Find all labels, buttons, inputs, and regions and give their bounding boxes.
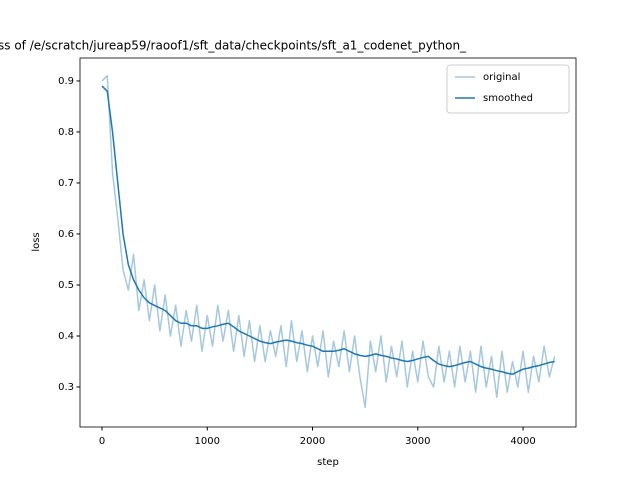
chart-title: ss of /e/scratch/jureap59/raoof1/sft_dat… [0, 39, 467, 53]
y-tick-label: 0.3 [58, 382, 74, 393]
y-tick-label: 0.5 [58, 280, 74, 291]
y-tick-label: 0.9 [58, 76, 74, 87]
y-tick-label: 0.8 [58, 127, 74, 138]
x-axis-label: step [317, 457, 339, 468]
legend-label: smoothed [483, 93, 533, 104]
x-tick-label: 0 [99, 436, 105, 447]
x-tick-label: 2000 [300, 436, 325, 447]
axes-frame [79, 57, 577, 428]
x-tick-label: 4000 [510, 436, 535, 447]
y-tick-label: 0.7 [58, 178, 74, 189]
y-axis-label: loss [31, 232, 42, 251]
y-tick-label: 0.6 [58, 229, 74, 240]
legend-box [446, 64, 570, 114]
legend-label: original [483, 72, 520, 83]
data-line [101, 85, 555, 376]
x-tick-label: 1000 [195, 436, 220, 447]
y-tick-label: 0.4 [58, 331, 74, 342]
x-tick-label: 3000 [405, 436, 430, 447]
data-line [101, 75, 556, 409]
